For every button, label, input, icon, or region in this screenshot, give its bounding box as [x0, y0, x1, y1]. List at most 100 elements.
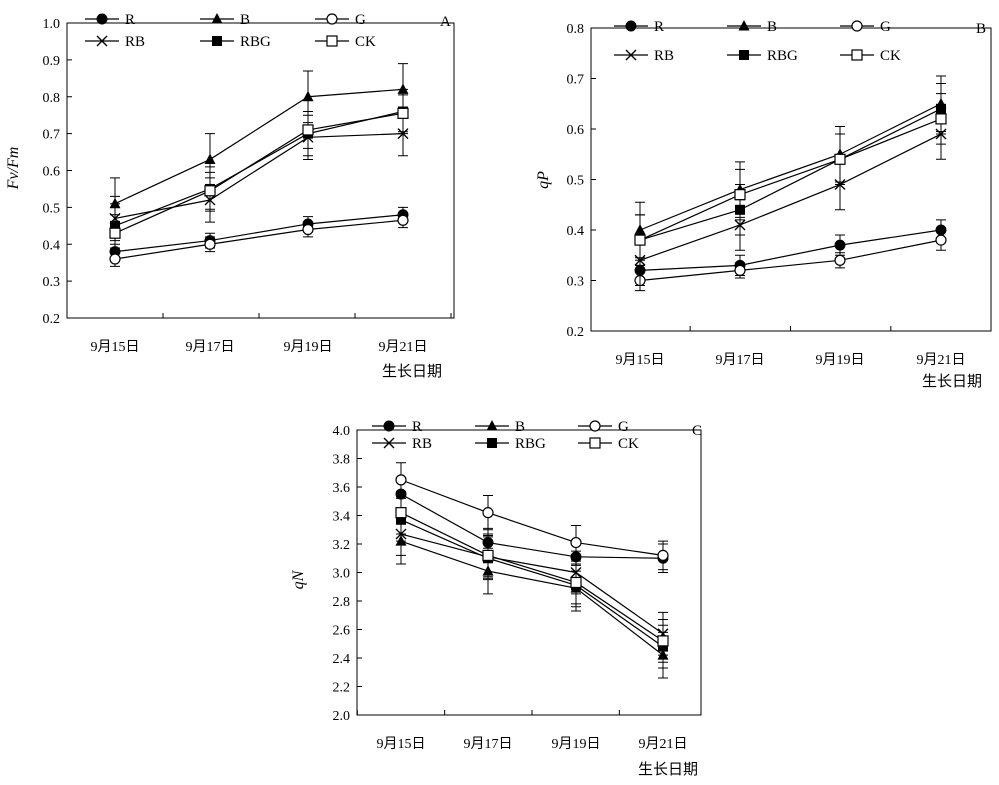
panel-c-legend-label-rbg: RBG — [515, 436, 546, 452]
panel-c-series-line-b — [400, 540, 664, 656]
panel-c-x-tick-label: 9月15日 — [377, 736, 426, 752]
panel-b-series-b — [634, 75, 947, 259]
panel-c-series-rbg — [396, 497, 668, 669]
panel-c-point-ck — [395, 507, 407, 519]
panel-c-legend-label-r: R — [412, 419, 422, 435]
panel-b-legend-marker-ck — [851, 49, 863, 61]
panel-a-series-rb — [109, 111, 409, 242]
panel-a-y-tick-label: 0.6 — [43, 165, 61, 180]
panel-b-series-rbg — [635, 83, 946, 266]
panel-a-series-line-g — [114, 219, 404, 260]
panel-a-legend-marker-ck — [326, 35, 338, 47]
panel-a-point-g — [204, 238, 216, 250]
panel-a-point-b — [204, 153, 216, 164]
panel-c-legend: R B GRB RBG CK — [372, 419, 639, 452]
panel-b-series-g — [634, 229, 947, 292]
panel-b-series-line-b — [639, 103, 942, 231]
panel-c-point-ck — [570, 576, 582, 589]
panel-b-point-g — [935, 234, 947, 246]
panel-c-y-tick-label: 2.8 — [333, 595, 351, 610]
panel-b-x-tick-label: 9月17日 — [716, 352, 765, 368]
panel-c-x-tick-label: 9月19日 — [552, 736, 601, 752]
panel-b-legend-label-ck: CK — [880, 48, 901, 64]
panel-b: qP B 生长日期 0.2 0.3 0.4 0.5 0.6 0.7 0.8 9月15日 9月17… — [535, 19, 992, 390]
panel-a-point-ck — [204, 185, 216, 197]
panel-a-legend-marker-r — [96, 13, 108, 25]
panel-a-y-axis-title: Fv/Fm — [5, 147, 22, 191]
panel-b-legend-marker-b — [738, 20, 750, 31]
panel-c: qN C 生长日期 2.0 2.2 2.4 2.6 2.8 3.0 3.2 3.4 3.6 3.8… — [290, 419, 702, 778]
panel-b-point-g — [734, 264, 746, 276]
panel-b-x-tick-label: 9月21日 — [917, 352, 966, 368]
panel-c-y-axis-title: qN — [290, 569, 307, 589]
panel-a-point-b — [397, 83, 409, 94]
panel-a-legend-label-rbg: RBG — [240, 34, 271, 50]
panel-a-x-tick-label: 9月17日 — [186, 339, 235, 355]
panel-c-legend-marker-g — [589, 420, 601, 432]
panel-a-series-line-rbg — [114, 110, 404, 227]
panel-c-point-g — [657, 549, 669, 562]
panel-b-series-line-rbg — [639, 108, 942, 241]
panel-a-legend-marker-rb — [96, 35, 108, 47]
panel-b-legend-label-rbg: RBG — [767, 48, 798, 64]
panel-a-legend-label-g: G — [355, 12, 366, 28]
panel-a-legend-label-ck: CK — [355, 34, 376, 50]
panel-b-legend-label-b: B — [767, 19, 777, 35]
panel-a-legend-marker-g — [326, 13, 338, 25]
panel-a-series-line-ck — [114, 112, 404, 234]
panel-c-legend-marker-rb — [383, 437, 395, 449]
panel-a-x-tick-label: 9月19日 — [284, 339, 333, 355]
panel-a-legend-label-rb: RB — [125, 34, 145, 50]
panel-c-y-tick-label: 4.0 — [333, 424, 351, 439]
panel-a-plot-frame — [66, 22, 455, 319]
panel-c-point-g — [395, 474, 407, 486]
panel-b-y-tick-label: 0.3 — [567, 275, 585, 290]
panel-a-y-tick-label: 0.9 — [43, 54, 61, 69]
panel-a-y-tick-label: 0.7 — [43, 128, 61, 143]
panel-c-y-tick-label: 2.6 — [333, 624, 351, 639]
panel-b-point-ck — [734, 189, 746, 201]
panel-b-y-tick-label: 0.4 — [567, 224, 585, 239]
panel-b-point-r — [834, 239, 846, 251]
panel-b-point-ck — [834, 153, 846, 165]
panel-c-legend-marker-ck — [589, 437, 601, 449]
panel-b-legend-marker-r — [625, 20, 637, 32]
panel-c-series-b — [395, 517, 669, 679]
panel-a-legend: R B GRB RBG CK — [85, 12, 376, 50]
panel-c-series-line-r — [400, 493, 664, 559]
panel-b-legend-label-rb: RB — [654, 48, 674, 64]
panel-b-y-tick-label: 0.7 — [567, 73, 585, 88]
panel-a-legend-label-b: B — [240, 12, 250, 28]
panel-b-x-tick-label: 9月15日 — [616, 352, 665, 368]
panel-a-series-ck — [109, 94, 409, 253]
panel-c-legend-label-ck: CK — [618, 436, 639, 452]
panel-c-point-ck — [657, 635, 669, 647]
panel-a-point-g — [302, 223, 314, 236]
panel-a-series-line-rb — [114, 133, 404, 220]
panel-a-y-tick-label: 0.5 — [43, 201, 61, 216]
panel-a-point-b — [302, 90, 314, 102]
panel-b-legend: R B GRB RBG CK — [614, 19, 901, 64]
panel-c-y-tick-label: 2.0 — [333, 709, 351, 724]
panel-b-letter: B — [976, 21, 986, 37]
panel-b-x-axis-title: 生长日期 — [922, 373, 982, 390]
panel-a-series-b — [109, 63, 409, 230]
panel-c-x-axis-title: 生长日期 — [638, 761, 698, 778]
panel-c-series-ck — [395, 490, 669, 663]
panel-a-y-tick-label: 0.4 — [43, 238, 61, 253]
panel-a-y-tick-label: 1.0 — [43, 17, 61, 32]
panel-a-point-ck — [109, 227, 121, 239]
panel-b-plot-frame — [590, 27, 992, 332]
panel-b-series-r — [634, 219, 947, 281]
panel-a-series-line-b — [114, 88, 404, 205]
panel-a-point-g — [109, 253, 121, 265]
panel-b-series-line-ck — [639, 118, 942, 241]
panel-c-series-line-rbg — [400, 519, 664, 648]
panel-b-point-ck — [935, 113, 947, 125]
panel-b-legend-marker-rb — [625, 49, 637, 61]
panel-b-y-tick-label: 0.6 — [567, 123, 585, 138]
panel-b-series-line-rb — [639, 133, 942, 261]
panel-a-x-tick-label: 9月21日 — [379, 339, 428, 355]
panel-b-legend-label-g: G — [880, 19, 891, 35]
panel-b-y-tick-label: 0.5 — [567, 174, 585, 189]
